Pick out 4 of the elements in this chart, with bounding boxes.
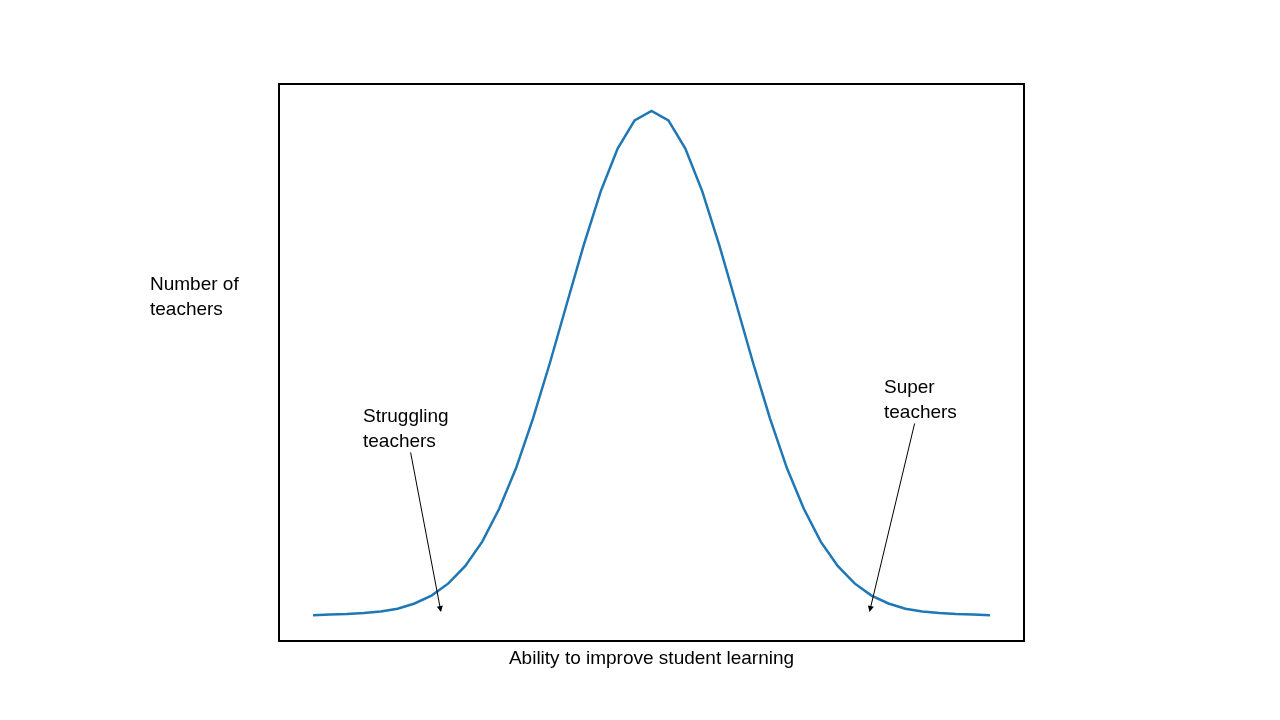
annotation: Struggling teachers bbox=[363, 405, 449, 451]
x-axis-title: Ability to improve student learning bbox=[508, 647, 795, 669]
y-axis-title: Number of teachers bbox=[150, 273, 240, 319]
annotation: Super teachers bbox=[884, 376, 957, 422]
